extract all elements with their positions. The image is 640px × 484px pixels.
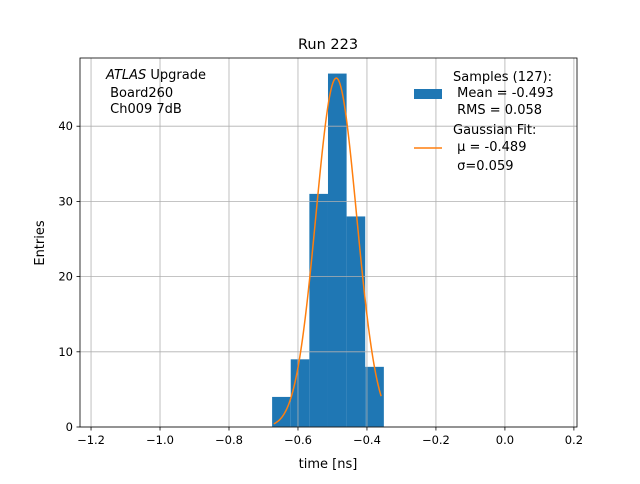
y-tick-label: 10 xyxy=(58,345,73,359)
x-tick-label: −0.6 xyxy=(284,433,312,447)
legend-fit-mu: μ = -0.489 xyxy=(453,140,526,155)
gaussian-fit-line xyxy=(273,77,382,425)
atlas-label: ATLAS xyxy=(105,68,146,83)
annotation: ATLAS Upgrade Board260 Ch009 7dB xyxy=(105,68,206,117)
legend-samples-mean: Mean = -0.493 xyxy=(453,86,554,101)
svg-text:ATLAS Upgrade: ATLAS Upgrade xyxy=(105,68,206,83)
chart-title: Run 223 xyxy=(298,37,358,53)
legend-samples-patch xyxy=(414,89,442,99)
x-tick-label: −0.8 xyxy=(215,433,243,447)
y-tick-label: 0 xyxy=(66,420,73,434)
y-tick-label: 40 xyxy=(58,119,73,133)
x-axis-label: time [ns] xyxy=(299,457,358,472)
y-axis-label: Entries xyxy=(33,220,48,266)
legend-samples-title: Samples (127): xyxy=(453,70,552,85)
y-tick-label: 20 xyxy=(58,270,73,284)
plot-frame xyxy=(79,57,578,428)
x-tick-label: −1.0 xyxy=(146,433,174,447)
legend-samples-rms: RMS = 0.058 xyxy=(453,103,542,118)
histogram-bar xyxy=(290,359,310,427)
histogram-bar xyxy=(272,396,291,427)
legend-fit-title: Gaussian Fit: xyxy=(453,123,536,138)
histogram-bar xyxy=(365,366,384,427)
histogram-bar xyxy=(327,73,347,427)
x-tick-label: 0.0 xyxy=(496,433,514,447)
y-tick-label: 30 xyxy=(58,194,73,208)
x-tick-label: −0.2 xyxy=(422,433,450,447)
board-label: Board260 xyxy=(106,86,173,101)
legend-fit-sigma: σ=0.059 xyxy=(453,159,513,174)
histogram-bar xyxy=(346,216,366,427)
channel-label: Ch009 7dB xyxy=(106,102,182,117)
histogram-bar xyxy=(309,193,328,427)
x-tick-label: −0.4 xyxy=(353,433,381,447)
legend: Samples (127): Mean = -0.493 RMS = 0.058… xyxy=(414,70,554,174)
x-tick-label: −1.2 xyxy=(77,433,105,447)
x-tick-label: 0.2 xyxy=(565,433,583,447)
